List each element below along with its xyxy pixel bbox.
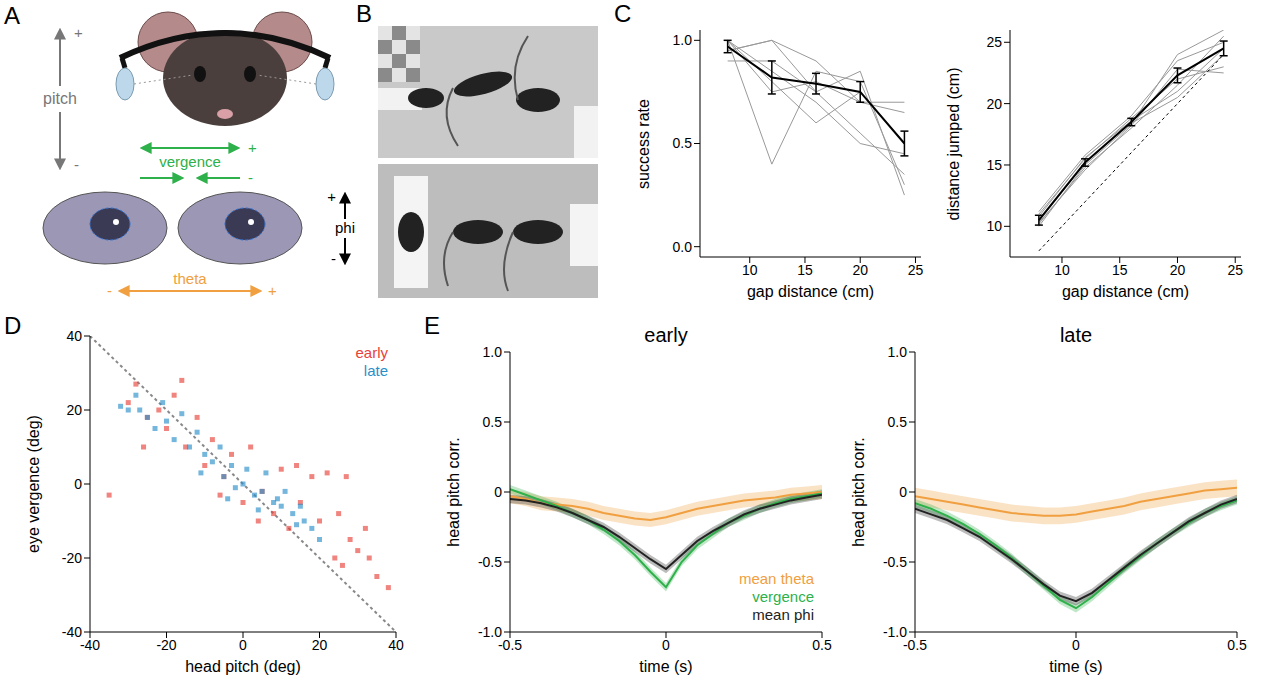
svg-text:0.5: 0.5 [812,637,832,653]
svg-text:-0.5: -0.5 [902,636,928,653]
svg-text:phi: phi [335,219,355,236]
svg-text:0.0: 0.0 [673,239,693,255]
svg-text:-: - [74,156,79,173]
html-text:gap distance (cm): gap distance (cm) [746,283,875,300]
html-text:D: D [4,312,22,339]
svg-text:25: 25 [986,34,1002,50]
html-text:head pitch corr.: head pitch corr. [445,437,462,547]
svg-text:0.5: 0.5 [888,414,908,430]
html-text:vergence: vergence [752,588,814,605]
svg-text:+: + [74,24,83,41]
svg-text:-20: -20 [62,550,82,566]
svg-text:-0.5: -0.5 [883,554,907,570]
svg-text:15: 15 [797,262,813,278]
svg-text:-20: -20 [156,637,176,653]
html-text:head pitch corr.: head pitch corr. [850,437,867,547]
svg-text:10: 10 [986,218,1002,234]
svg-text:-1.0: -1.0 [478,624,502,640]
svg-text:1.0: 1.0 [483,344,503,360]
svg-text:0.5: 0.5 [1227,637,1247,653]
svg-text:-1.0: -1.0 [883,624,907,640]
svg-text:10: 10 [742,262,758,278]
svg-text:0: 0 [74,476,82,492]
svg-text:-0.5: -0.5 [478,554,502,570]
html-text:eye vergence (deg): eye vergence (deg) [25,415,42,553]
svg-text:-: - [107,282,112,299]
html-text:early: early [355,344,388,361]
svg-text:theta: theta [173,270,207,287]
svg-text:vergence: vergence [159,153,221,170]
svg-text:0.5: 0.5 [483,414,503,430]
svg-text:10: 10 [1054,262,1070,278]
html-text:mean phi: mean phi [752,606,814,623]
svg-text:40: 40 [388,637,404,653]
svg-text:15: 15 [986,157,1002,173]
svg-text:25: 25 [1227,262,1243,278]
svg-text:0: 0 [239,637,247,653]
svg-text:0: 0 [662,637,670,653]
html-text:early: early [644,324,688,346]
svg-text:1.0: 1.0 [673,32,693,48]
svg-text:20: 20 [1170,262,1186,278]
svg-text:20: 20 [312,637,328,653]
html-text:mean theta: mean theta [738,570,814,587]
html-text:success rate: success rate [635,98,652,189]
svg-text:1.0: 1.0 [888,344,908,360]
html-text:gap distance (cm): gap distance (cm) [1061,283,1190,300]
html-text:time (s): time (s) [1049,658,1103,675]
html-text:B: B [356,0,372,27]
svg-text:0: 0 [494,484,502,500]
html-text:C: C [614,0,632,27]
svg-text:-40: -40 [80,637,100,653]
svg-text:A: A [4,2,20,29]
html-text:late: late [1059,324,1093,346]
svg-text:20: 20 [852,262,868,278]
svg-text:40: 40 [66,328,82,344]
svg-text:-0.5: -0.5 [497,636,523,653]
svg-text:0: 0 [1072,637,1080,653]
html-text:late: late [363,362,388,379]
svg-text:-: - [248,169,253,186]
svg-text:pitch: pitch [43,90,77,107]
svg-text:0: 0 [899,484,907,500]
svg-text:+: + [248,139,257,156]
svg-text:0.5: 0.5 [673,135,693,151]
html-text:E: E [424,312,440,339]
svg-text:-: - [331,250,336,267]
svg-text:25: 25 [908,262,924,278]
svg-text:+: + [327,188,336,205]
svg-text:20: 20 [66,402,82,418]
svg-text:+: + [268,282,277,299]
svg-text:-40: -40 [62,624,82,640]
html-text:distance jumped (cm): distance jumped (cm) [945,67,962,220]
svg-text:20: 20 [986,96,1002,112]
html-text:head pitch (deg): head pitch (deg) [185,658,301,675]
html-text:time (s): time (s) [639,658,693,675]
svg-text:15: 15 [1112,262,1128,278]
